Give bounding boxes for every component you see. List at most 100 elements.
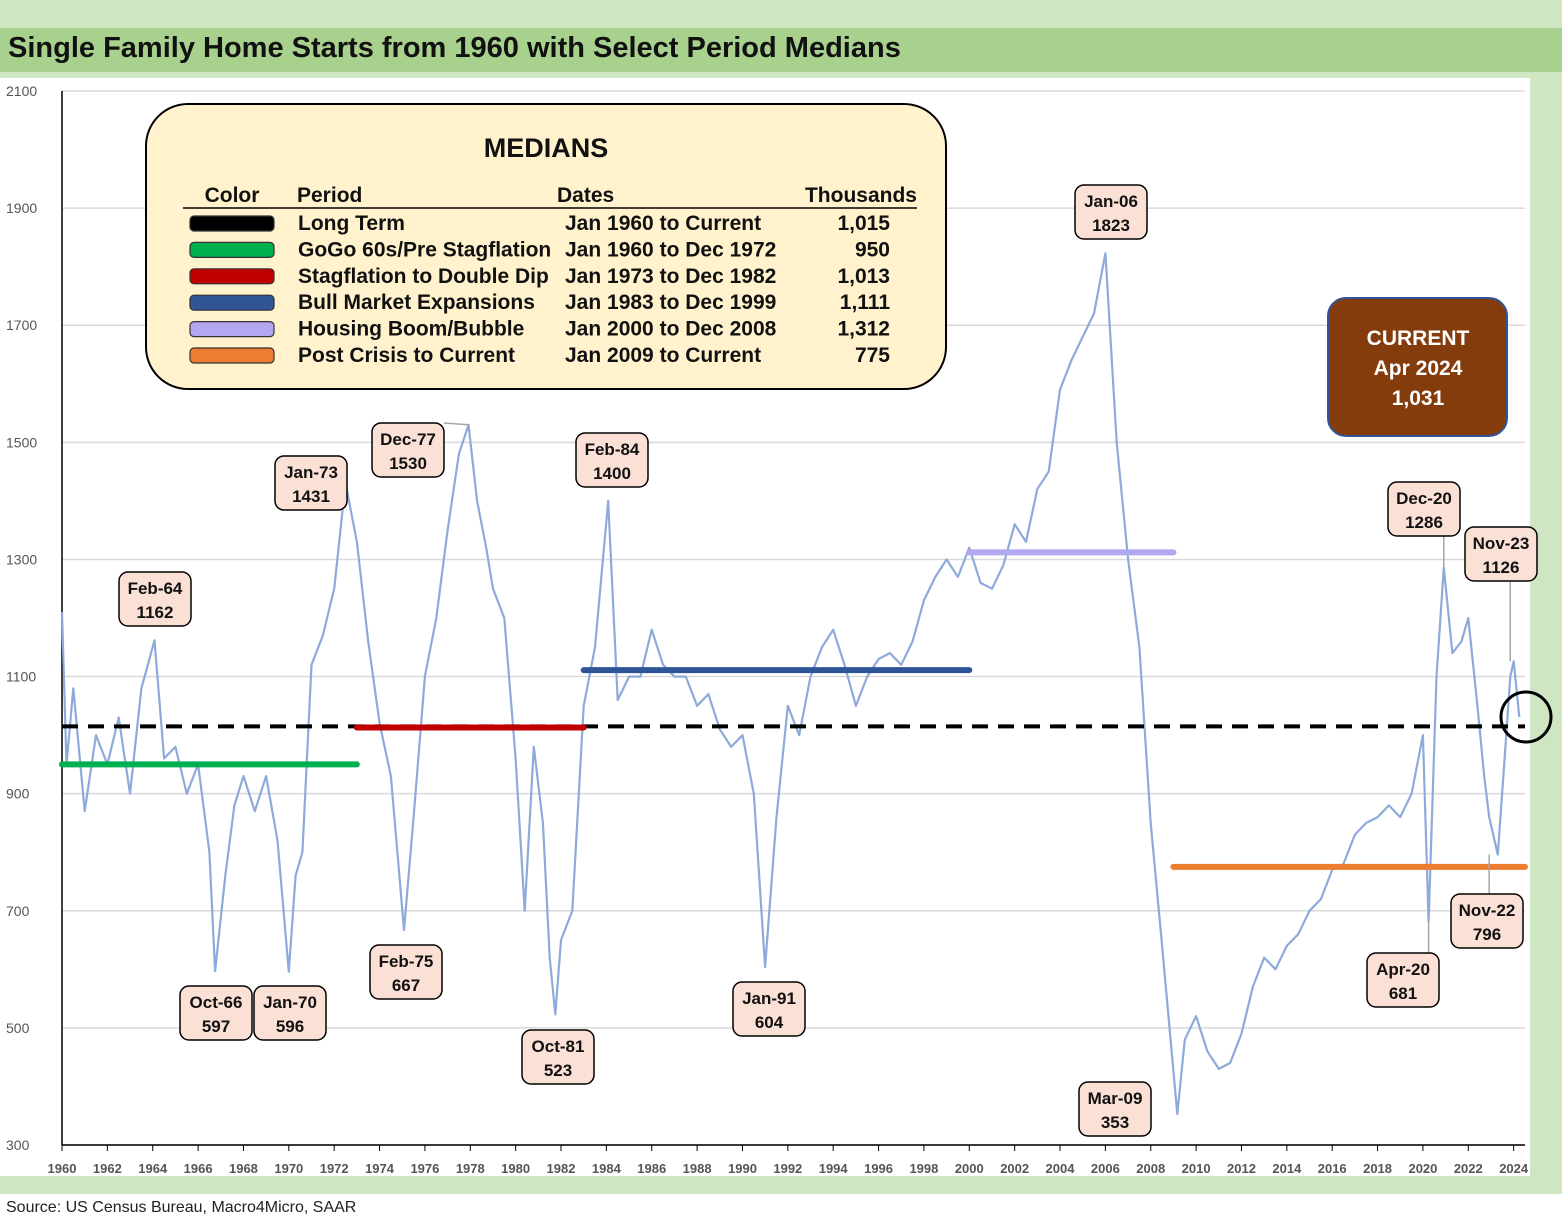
y-tick-label: 900: [6, 786, 30, 802]
callout-date: Feb-64: [128, 579, 183, 598]
x-tick-label: 2004: [1046, 1161, 1076, 1176]
legend-dates: Jan 1973 to Dec 1982: [565, 265, 776, 288]
legend-swatch-post_crisis: [189, 347, 275, 364]
legend-header-thousands: Thousands: [805, 184, 917, 207]
legend-header-color: Color: [205, 184, 260, 207]
current-box-date: Apr 2024: [1374, 357, 1463, 380]
callout-date: Dec-20: [1396, 489, 1452, 508]
callout-oct-81: Oct-81 523: [521, 1029, 595, 1085]
callout-date: Feb-75: [379, 952, 434, 971]
callout-box: [118, 571, 192, 627]
x-tick-label: 1976: [410, 1161, 439, 1176]
callout-box: [732, 981, 806, 1037]
x-tick-label: 1990: [728, 1161, 757, 1176]
callout-value: 681: [1389, 984, 1417, 1003]
callout-date: Mar-09: [1088, 1089, 1143, 1108]
current-box: CURRENT Apr 2024 1,031: [1327, 297, 1508, 437]
x-tick-label: 2020: [1408, 1161, 1437, 1176]
legend-period: Bull Market Expansions: [298, 291, 535, 314]
callout-box: [253, 985, 327, 1041]
legend-value: 1,111: [840, 291, 891, 314]
x-tick-label: 1988: [683, 1161, 712, 1176]
callout-box: [1464, 526, 1538, 582]
callout-date: Jan-70: [263, 993, 317, 1012]
x-tick-label: 2024: [1499, 1161, 1529, 1176]
callout-box: [1366, 952, 1440, 1008]
legend-swatch-long_term: [189, 215, 275, 232]
callout-value: 1823: [1092, 216, 1130, 235]
callout-value: 523: [544, 1061, 572, 1080]
y-tick-label: 1500: [6, 434, 37, 450]
legend-dates: Jan 2009 to Current: [565, 344, 761, 367]
y-tick-label: 2100: [6, 83, 37, 99]
callout-box: [274, 455, 348, 511]
legend-swatch-boom: [189, 321, 275, 338]
current-marker-circle: [1499, 690, 1553, 744]
legend-period: Stagflation to Double Dip: [298, 265, 549, 288]
callout-value: 1126: [1483, 558, 1520, 577]
callout-dec-20: Dec-20 1286: [1387, 481, 1461, 568]
x-tick-label: 2022: [1454, 1161, 1483, 1176]
legend-header-dates: Dates: [557, 184, 614, 207]
x-tick-label: 2012: [1227, 1161, 1256, 1176]
callout-value: 1431: [292, 487, 330, 506]
callout-feb-84: Feb-84 1400: [575, 432, 649, 488]
x-tick-label: 1974: [365, 1161, 395, 1176]
series-line: [60, 252, 1521, 1116]
callout-feb-75: Feb-75 667: [369, 944, 443, 1000]
legend-dates: Jan 1960 to Dec 1972: [565, 238, 776, 261]
callout-jan-73: Jan-73 1431: [274, 455, 348, 511]
x-tick-label: 1984: [592, 1161, 622, 1176]
callout-feb-64: Feb-64 1162: [118, 571, 192, 627]
legend-value: 1,015: [837, 212, 890, 235]
y-tick-label: 1300: [6, 551, 37, 567]
x-tick-label: 2018: [1363, 1161, 1392, 1176]
x-tick-label: 1970: [274, 1161, 303, 1176]
y-tick-label: 700: [6, 903, 30, 919]
legend-swatch-gogo: [189, 241, 275, 258]
x-tick-label: 1966: [184, 1161, 213, 1176]
x-tick-label: 1996: [864, 1161, 893, 1176]
callout-value: 353: [1101, 1113, 1129, 1132]
callout-jan-70: Jan-70 596: [253, 985, 327, 1041]
callout-box: [371, 422, 445, 478]
current-box-value: 1,031: [1392, 387, 1445, 410]
y-tick-label: 300: [6, 1137, 30, 1153]
legend-title: MEDIANS: [484, 133, 609, 163]
callout-date: Oct-66: [190, 993, 243, 1012]
title-bar: [0, 28, 1562, 72]
callout-nov-22: Nov-22 796: [1450, 854, 1524, 949]
x-tick-label: 1968: [229, 1161, 258, 1176]
callout-value: 667: [392, 976, 420, 995]
callout-mar-09: Mar-09 353: [1078, 1081, 1152, 1137]
callout-value: 604: [755, 1013, 784, 1032]
callout-value: 1530: [389, 454, 427, 473]
legend-dates: Jan 2000 to Dec 2008: [565, 318, 777, 341]
callout-box: [1450, 893, 1524, 949]
chart-title: Single Family Home Starts from 1960 with…: [8, 32, 901, 64]
x-tick-label: 1998: [909, 1161, 938, 1176]
x-tick-label: 2014: [1272, 1161, 1302, 1176]
y-tick-label: 1100: [6, 669, 36, 685]
legend-period: Housing Boom/Bubble: [298, 318, 524, 341]
callout-box: [1387, 481, 1461, 537]
callout-value: 596: [276, 1017, 304, 1036]
x-tick-label: 1960: [48, 1161, 77, 1176]
x-tick-label: 2008: [1136, 1161, 1165, 1176]
callout-date: Apr-20: [1376, 960, 1430, 979]
callout-apr-20: Apr-20 681: [1366, 921, 1440, 1008]
callout-date: Nov-22: [1459, 901, 1516, 920]
source-note: Source: US Census Bureau, Macro4Micro, S…: [6, 1199, 357, 1216]
callout-jan-06: Jan-06 1823: [1074, 184, 1148, 240]
legend-value: 950: [855, 238, 890, 261]
x-tick-label: 2002: [1000, 1161, 1029, 1176]
callout-jan-91: Jan-91 604: [732, 981, 806, 1037]
x-tick-label: 1972: [320, 1161, 349, 1176]
callout-value: 1400: [593, 464, 631, 483]
callout-date: Jan-73: [284, 463, 338, 482]
current-box-label: CURRENT: [1367, 327, 1470, 350]
callout-value: 1162: [137, 603, 174, 622]
y-tick-label: 1700: [6, 317, 37, 333]
callout-date: Jan-06: [1084, 192, 1138, 211]
callout-box: [521, 1029, 595, 1085]
